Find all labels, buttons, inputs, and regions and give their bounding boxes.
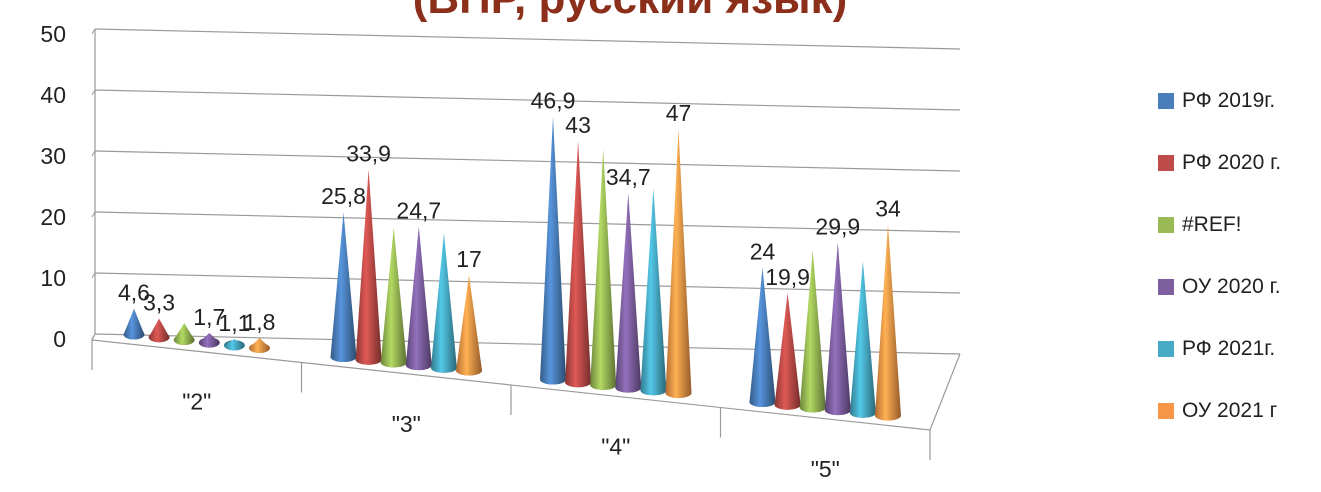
y-tick-label: 20 — [40, 204, 66, 230]
legend-item: РФ 2021г. — [1158, 334, 1318, 364]
legend-swatch — [1158, 341, 1174, 357]
data-label: 46,9 — [531, 87, 576, 113]
data-label: 24 — [750, 238, 776, 264]
data-label: 34,7 — [606, 164, 651, 190]
gridline — [94, 89, 961, 111]
x-category-label: "5" — [811, 456, 840, 482]
y-tick-label: 30 — [40, 143, 66, 169]
cone-series — [123, 116, 901, 421]
cone-bar — [590, 149, 617, 390]
cone-bar — [665, 129, 692, 398]
cone-bar — [330, 212, 357, 363]
cone-bar — [875, 224, 901, 421]
cone-bar — [430, 233, 457, 373]
cone-bar — [799, 250, 826, 413]
data-label: 47 — [666, 100, 692, 126]
y-tick-label: 50 — [40, 21, 66, 47]
data-label: 1,1 — [218, 310, 250, 336]
data-label: 34 — [875, 196, 901, 222]
legend-item: ОУ 2020 г. — [1158, 272, 1318, 302]
chart-title: (ВПР, русский язык) — [370, 0, 890, 24]
y-tick-label: 40 — [40, 82, 66, 108]
cone-bar — [540, 116, 566, 385]
legend: РФ 2019г. РФ 2020 г. #REF! ОУ 2020 г. РФ 202… — [1158, 86, 1318, 458]
gridline — [94, 150, 961, 172]
legend-swatch — [1158, 155, 1174, 171]
legend-swatch — [1158, 93, 1174, 109]
cone-bar — [355, 169, 382, 365]
legend-item: РФ 2019г. — [1158, 86, 1318, 116]
legend-label: РФ 2019г. — [1182, 89, 1276, 112]
axes: 0 10 20 30 40 50 "2" "3" "4" "5" — [40, 21, 931, 482]
data-label: 4,6 — [118, 280, 150, 306]
legend-label: РФ 2020 г. — [1182, 151, 1282, 174]
cone-bar — [249, 337, 270, 353]
gridline — [94, 272, 961, 294]
data-label: 24,7 — [396, 197, 441, 223]
x-category-label: "2" — [182, 388, 211, 414]
data-label: 19,9 — [765, 264, 810, 290]
cone-bar — [224, 339, 245, 351]
data-label: 17 — [456, 246, 482, 272]
gridline — [94, 211, 961, 233]
data-label: 25,8 — [321, 183, 366, 209]
data-labels: 4,63,3 1,71,11,8 25,8 33,9 24,7 17 46,943 34,7 4… — [118, 87, 901, 336]
data-label: 29,9 — [815, 213, 860, 239]
cone-bar — [198, 333, 220, 348]
legend-label: #REF! — [1182, 213, 1242, 236]
cone-bar — [380, 227, 407, 368]
chart-plot-area: 0 10 20 30 40 50 "2" "3" "4" "5" 4,63,3 1,71,11,8 2… — [40, 21, 961, 482]
y-tick-label: 0 — [53, 326, 66, 352]
cone-bar — [405, 226, 432, 371]
cone-bar — [824, 242, 851, 416]
y-tick-label: 10 — [40, 265, 66, 291]
legend-item: #REF! — [1158, 210, 1318, 240]
legend-label: РФ 2021г. — [1182, 337, 1276, 360]
data-label: 33,9 — [346, 140, 391, 166]
legend-item: ОУ 2021 г — [1158, 396, 1318, 426]
legend-swatch — [1158, 217, 1174, 233]
gridline — [94, 28, 961, 50]
cone-bar — [640, 188, 667, 396]
cone-bar — [749, 267, 776, 408]
data-label: 3,3 — [143, 290, 175, 316]
cone-bar — [615, 192, 642, 393]
cone-bar — [849, 261, 876, 418]
legend-label: ОУ 2020 г. — [1182, 275, 1281, 298]
cone-bar — [774, 293, 801, 410]
legend-swatch — [1158, 279, 1174, 295]
cone-bar — [565, 140, 592, 388]
data-label: 1,7 — [193, 304, 225, 330]
data-label: 1,8 — [244, 309, 276, 335]
cone-bar — [123, 308, 145, 340]
cone-bar — [173, 323, 195, 345]
data-label: 43 — [565, 112, 591, 138]
cone-bar — [456, 275, 482, 376]
legend-item: РФ 2020 г. — [1158, 148, 1318, 178]
x-category-label: "4" — [601, 433, 630, 459]
x-category-label: "3" — [392, 411, 421, 437]
legend-label: ОУ 2021 г — [1182, 399, 1278, 422]
cone-bar — [148, 318, 170, 343]
legend-swatch — [1158, 403, 1174, 419]
